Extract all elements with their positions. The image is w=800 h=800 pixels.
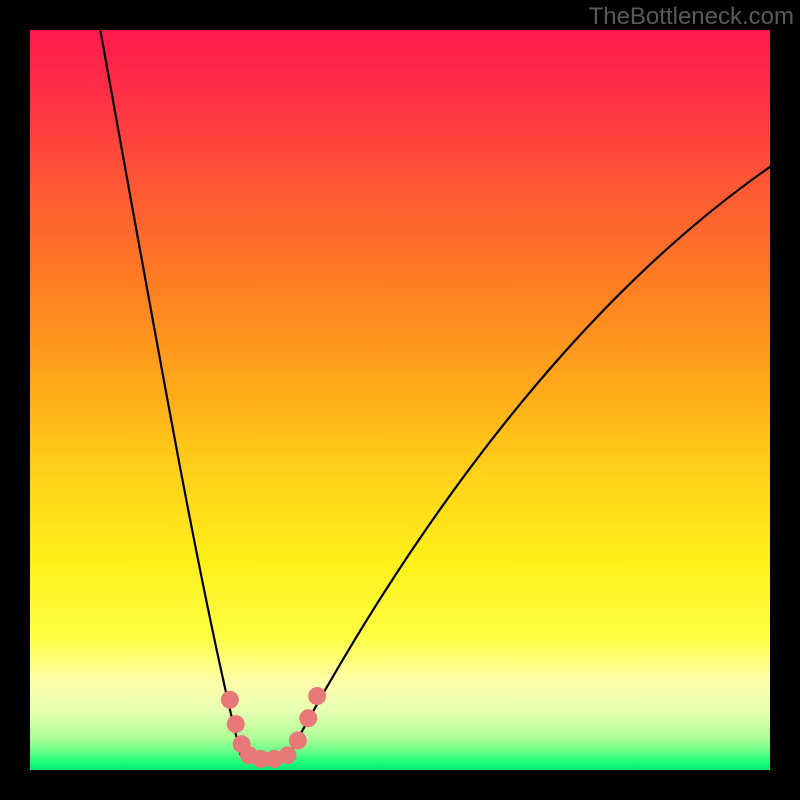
marker-point	[279, 746, 297, 764]
bottleneck-curve	[100, 30, 770, 755]
chart-svg	[30, 30, 770, 770]
watermark-text: TheBottleneck.com	[589, 3, 794, 31]
marker-group	[221, 687, 326, 768]
marker-point	[289, 731, 307, 749]
marker-point	[227, 715, 245, 733]
plot-area	[30, 30, 770, 770]
marker-point	[308, 687, 326, 705]
marker-point	[299, 709, 317, 727]
marker-point	[221, 691, 239, 709]
